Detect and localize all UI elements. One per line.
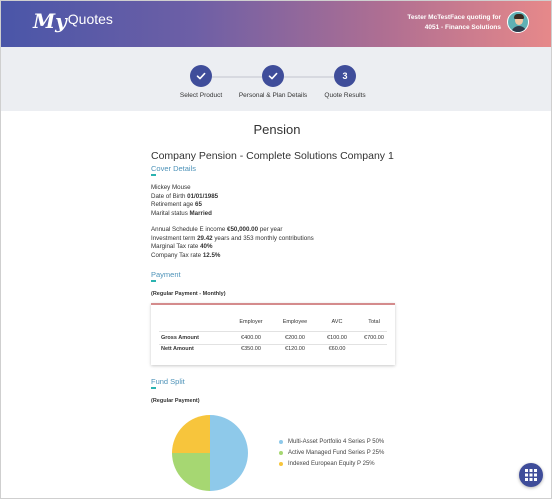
pie-slice-1 <box>210 415 248 491</box>
client-name: Mickey Mouse <box>151 184 191 191</box>
gross-employee: €200.00 <box>285 335 305 341</box>
legend-dot <box>279 451 283 455</box>
payment-subtitle: (Regular Payment - Monthly) <box>151 291 226 297</box>
company-title: Company Pension - Complete Solutions Com… <box>151 150 394 162</box>
step-label-select-product: Select Product <box>179 92 223 99</box>
retirement-line: Retirement age 65 <box>151 201 202 209</box>
col-employer: Employer <box>239 319 263 325</box>
user-info: Tester McTestFace quoting for 4051 - Fin… <box>407 13 501 33</box>
row-gross-label: Gross Amount <box>161 335 199 341</box>
fund-split-pie <box>171 414 249 497</box>
step-connector <box>284 76 334 78</box>
gross-total: €700.00 <box>364 335 384 341</box>
gross-avc: €100.00 <box>327 335 347 341</box>
pie-slice-2 <box>172 453 210 491</box>
step-1-check[interactable] <box>190 65 212 87</box>
dob-line: Date of Birth 01/01/1985 <box>151 192 219 200</box>
myquotes-logo[interactable]: MyQuotes <box>33 9 113 33</box>
annual-income-line: Annual Schedule E income €50,000.00 per … <box>151 226 283 233</box>
col-total: Total <box>368 319 380 325</box>
nett-employee: €120.00 <box>285 346 305 352</box>
investment-term-line: Investment term 29.42 years and 353 mont… <box>151 234 314 242</box>
page-title: Pension <box>253 122 301 137</box>
step-3-number[interactable]: 3 <box>334 65 356 87</box>
row-nett-label: Nett Amount <box>161 346 194 352</box>
payment-table: Employer Employee AVC Total Gross Amount… <box>151 303 395 365</box>
nett-employer: €350.00 <box>241 346 261 352</box>
app-header: MyQuotes Tester McTestFace quoting for 4… <box>1 1 551 47</box>
col-avc: AVC <box>331 319 343 325</box>
pie-slice-3 <box>172 415 210 453</box>
step-label-quote-results: Quote Results <box>324 92 366 99</box>
payment-heading: Payment <box>151 270 181 282</box>
step-label-plan-details: Personal & Plan Details <box>238 92 308 99</box>
step-connector <box>212 76 262 78</box>
step-2-check[interactable] <box>262 65 284 87</box>
fund-split-subtitle: (Regular Payment) <box>151 398 200 404</box>
legend-label: Indexed European Equity P 25% <box>288 461 375 467</box>
marital-line: Marital status Married <box>151 210 212 218</box>
legend-label: Active Managed Fund Series P 25% <box>288 450 385 456</box>
nett-avc: €60.00 <box>328 346 346 352</box>
pie-chart <box>172 415 248 491</box>
col-employee: Employee <box>282 319 308 325</box>
plan-details: Annual Schedule E income €50,000.00 per … <box>151 226 314 261</box>
user-line-1: Tester McTestFace quoting for <box>407 14 501 21</box>
legend-item-1: Multi-Asset Portfolio 4 Series P 50% <box>279 439 384 450</box>
legend-item-3: Indexed European Equity P 25% <box>279 461 384 472</box>
apps-button[interactable] <box>519 463 543 487</box>
check-icon <box>196 72 206 80</box>
cover-details-heading: Cover Details <box>151 164 197 176</box>
cover-details: Mickey Mouse Date of Birth 01/01/1985 Re… <box>151 184 218 219</box>
fund-split-heading: Fund Split <box>151 377 185 389</box>
legend-dot <box>279 440 283 444</box>
fund-split-legend: Multi-Asset Portfolio 4 Series P 50% Acti… <box>279 439 384 472</box>
legend-dot <box>279 462 283 466</box>
legend-label: Multi-Asset Portfolio 4 Series P 50% <box>288 439 385 445</box>
avatar[interactable] <box>507 11 529 33</box>
user-line-2: 4051 - Finance Solutions <box>424 24 501 31</box>
grid-icon <box>525 469 537 481</box>
marginal-tax-line: Marginal Tax rate 40% <box>151 243 213 251</box>
check-icon <box>268 72 278 80</box>
legend-item-2: Active Managed Fund Series P 25% <box>279 450 384 461</box>
company-tax-line: Company Tax rate 12.5% <box>151 252 221 260</box>
gross-employer: €400.00 <box>241 335 261 341</box>
